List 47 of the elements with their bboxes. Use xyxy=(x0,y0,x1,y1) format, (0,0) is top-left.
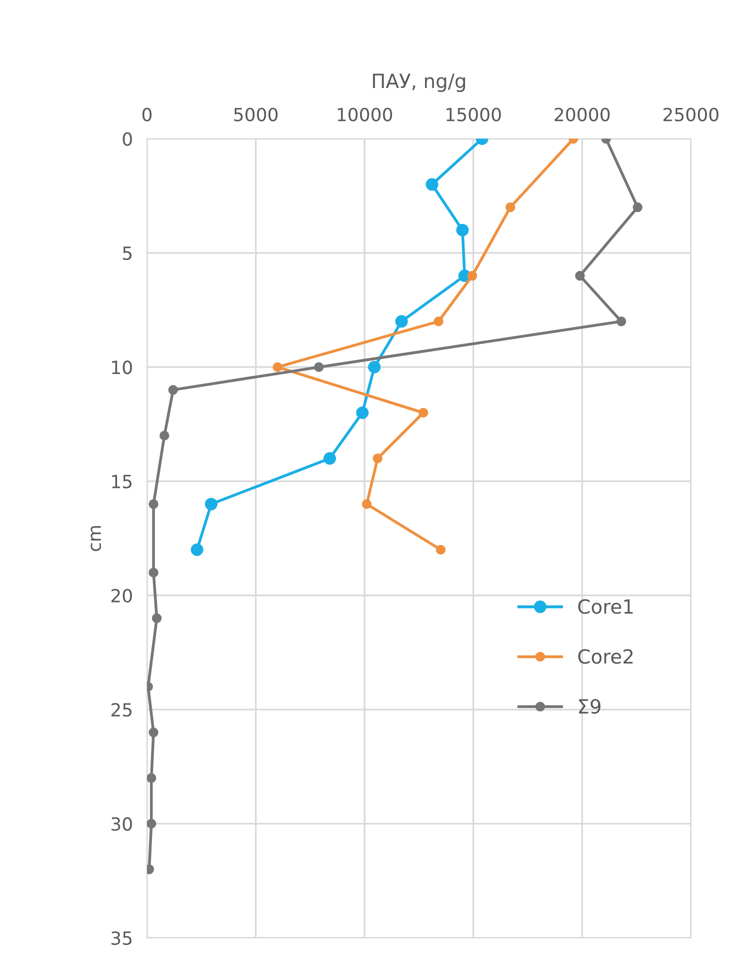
y-tick-label: 30 xyxy=(112,817,132,831)
y-tick-label: 20 xyxy=(111,588,132,603)
point xyxy=(168,385,178,395)
point xyxy=(436,544,446,555)
point xyxy=(418,408,428,418)
y-tick-label: 25 xyxy=(111,703,132,717)
x-tick-label: 5000 xyxy=(234,108,278,122)
point xyxy=(147,818,156,829)
legend-label: Σ9 xyxy=(579,699,600,714)
y-axis-title: cm xyxy=(90,526,102,552)
y-tick-label: 35 xyxy=(112,931,132,945)
point xyxy=(204,498,218,510)
point xyxy=(467,270,478,281)
x-tick-label: 0 xyxy=(142,108,152,122)
point xyxy=(616,316,626,326)
point xyxy=(426,178,438,191)
y-tick-label: 0 xyxy=(122,132,132,146)
y-tick-label: 10 xyxy=(112,360,132,374)
point xyxy=(505,202,516,212)
point xyxy=(395,315,408,328)
point xyxy=(147,773,156,783)
point xyxy=(190,543,204,556)
point xyxy=(356,406,369,419)
point xyxy=(372,454,382,464)
point xyxy=(272,362,282,372)
legend-label: Core2 xyxy=(578,649,633,664)
point xyxy=(152,613,162,624)
x-tick-label: 20000 xyxy=(554,108,610,122)
point xyxy=(324,452,336,465)
point xyxy=(575,270,585,281)
point xyxy=(362,499,372,509)
x-tick-label: 15000 xyxy=(446,108,501,122)
point xyxy=(148,499,158,509)
x-tick-label: 10000 xyxy=(338,108,392,122)
x-tick-label: 25000 xyxy=(664,108,718,122)
y-tick-label: 5 xyxy=(123,246,132,260)
point xyxy=(434,316,444,326)
point xyxy=(160,430,170,440)
point xyxy=(314,362,324,372)
point xyxy=(368,360,381,374)
x-axis-title: ПАУ, ng/g xyxy=(373,74,466,92)
point xyxy=(456,224,469,236)
point xyxy=(632,202,642,212)
point xyxy=(148,568,158,578)
legend-label: Core1 xyxy=(578,599,633,614)
point xyxy=(148,728,158,738)
y-tick-label: 15 xyxy=(112,474,132,488)
